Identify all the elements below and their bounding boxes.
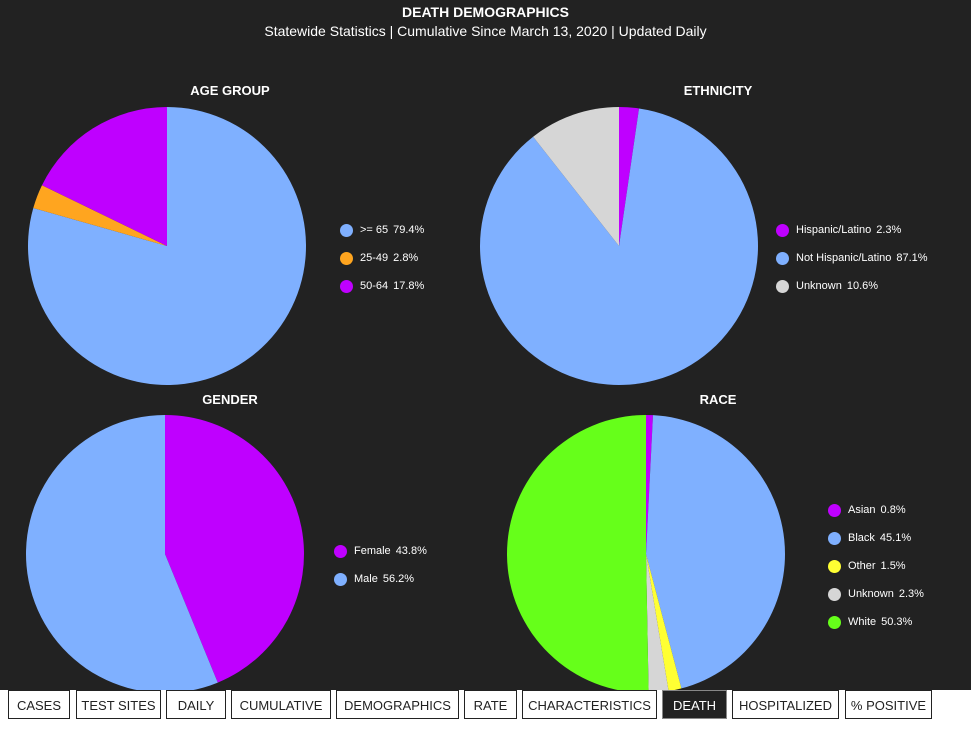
- pie-slice-gender-female: [165, 415, 304, 683]
- legend-label: Asian: [848, 504, 876, 516]
- race-title: RACE: [699, 392, 737, 407]
- tab-characteristics[interactable]: CHARACTERISTICS: [522, 690, 657, 719]
- legend-item-65: >= 65 79.4%: [340, 216, 424, 244]
- tab-cumulative[interactable]: CUMULATIVE: [231, 690, 331, 719]
- gender-legend: Female 43.8% Male 56.2%: [334, 537, 427, 593]
- legend-swatch: [776, 279, 789, 293]
- legend-value: 56.2%: [382, 573, 415, 585]
- legend-item-unknown: Unknown 10.6%: [776, 272, 928, 300]
- age-group-title: AGE GROUP: [190, 83, 270, 98]
- page-header: DEATH DEMOGRAPHICS Statewide Statistics …: [0, 4, 971, 40]
- pie-slice-ethnicity-hispanic-latino: [619, 107, 640, 246]
- page-title: DEATH DEMOGRAPHICS: [402, 4, 569, 20]
- legend-value: 87.1%: [896, 252, 928, 264]
- page-subtitle: Statewide Statistics | Cumulative Since …: [264, 23, 707, 39]
- legend-value: 79.4%: [393, 224, 425, 236]
- legend-swatch: [776, 251, 789, 265]
- legend-label: Unknown: [796, 280, 842, 292]
- pie-slice-race-unknown: [646, 554, 669, 693]
- race-legend: Asian 0.8% Black 45.1% Other 1.5% Unknown 2.3% W…: [828, 496, 924, 636]
- legend-swatch: [334, 544, 347, 558]
- ethnicity-legend: Hispanic/Latino 2.3% Not Hispanic/Latino 87…: [776, 216, 928, 300]
- legend-label: 50-64: [360, 280, 389, 292]
- legend-item-50-64: 50-64 17.8%: [340, 272, 424, 300]
- legend-swatch: [828, 559, 841, 573]
- legend-value: 2.3%: [898, 588, 924, 600]
- pie-slice-ethnicity-unknown: [533, 107, 619, 246]
- legend-value: 17.8%: [393, 280, 425, 292]
- legend-item-unknown: Unknown 2.3%: [828, 580, 924, 608]
- pie-slice-age-group-50-64: [41, 107, 168, 246]
- pie-slice-ethnicity-not-hispanic-latino: [480, 108, 758, 386]
- legend-swatch: [776, 223, 789, 237]
- legend-item-other: Other 1.5%: [828, 552, 924, 580]
- pie-slice-race-black: [646, 415, 785, 689]
- legend-item-hispanic-latino: Hispanic/Latino 2.3%: [776, 216, 928, 244]
- legend-item-white: White 50.3%: [828, 608, 924, 636]
- legend-value: 43.8%: [395, 545, 427, 557]
- legend-label: Female: [354, 545, 391, 557]
- tab-cases[interactable]: CASES: [8, 690, 70, 719]
- ethnicity-title: ETHNICITY: [683, 83, 753, 98]
- legend-label: Not Hispanic/Latino: [796, 252, 892, 264]
- tab-death[interactable]: DEATH: [662, 690, 727, 719]
- legend-label: 25-49: [360, 252, 389, 264]
- pie-slice-race-asian: [646, 415, 653, 554]
- legend-value: 50.3%: [881, 616, 913, 628]
- race-pie: [507, 415, 785, 693]
- legend-item-25-49: 25-49 2.8%: [340, 244, 424, 272]
- legend-value: 0.8%: [880, 504, 906, 516]
- legend-item-black: Black 45.1%: [828, 524, 924, 552]
- gender-title: GENDER: [202, 392, 258, 407]
- legend-label: White: [848, 616, 877, 628]
- pie-slice-race-other: [646, 554, 682, 692]
- tab-demographics[interactable]: DEMOGRAPHICS: [336, 690, 459, 719]
- tab-rate[interactable]: RATE: [464, 690, 517, 719]
- tab-test-sites[interactable]: TEST SITES: [76, 690, 161, 719]
- legend-swatch: [828, 615, 841, 629]
- legend-value: 2.8%: [393, 252, 419, 264]
- legend-swatch: [334, 572, 347, 586]
- tab-daily[interactable]: DAILY: [166, 690, 226, 719]
- legend-label: >= 65: [360, 224, 389, 236]
- legend-value: 10.6%: [846, 280, 879, 292]
- legend-value: 2.3%: [876, 224, 902, 236]
- pie-slice-race-white: [507, 415, 649, 693]
- age-group-legend: >= 65 79.4% 25-49 2.8% 50-64 17.8%: [340, 216, 424, 300]
- legend-item-female: Female 43.8%: [334, 537, 427, 565]
- pie-slice-age-group-25-49: [33, 185, 167, 246]
- tab-hospitalized[interactable]: HOSPITALIZED: [732, 690, 839, 719]
- tab-percent-positive[interactable]: % POSITIVE: [845, 690, 932, 719]
- pie-slice-age-group-65: [28, 107, 307, 385]
- legend-swatch: [828, 531, 841, 545]
- legend-label: Unknown: [848, 588, 894, 600]
- legend-label: Hispanic/Latino: [796, 224, 872, 236]
- legend-value: 1.5%: [880, 560, 906, 572]
- legend-swatch: [340, 251, 353, 265]
- legend-swatch: [340, 279, 353, 293]
- legend-label: Other: [848, 560, 876, 572]
- legend-swatch: [340, 223, 353, 237]
- legend-label: Black: [848, 532, 875, 544]
- legend-item-male: Male 56.2%: [334, 565, 427, 593]
- legend-swatch: [828, 503, 841, 517]
- legend-item-asian: Asian 0.8%: [828, 496, 924, 524]
- ethnicity-pie: [480, 107, 758, 386]
- legend-item-not-hispanic-latino: Not Hispanic/Latino 87.1%: [776, 244, 928, 272]
- legend-swatch: [828, 587, 841, 601]
- pie-slice-gender-male: [26, 415, 218, 693]
- gender-pie: [26, 415, 304, 693]
- tab-bar: CASES TEST SITES DAILY CUMULATIVE DEMOGRAPHI…: [0, 690, 971, 731]
- legend-label: Male: [354, 573, 378, 585]
- age-group-pie: [28, 107, 307, 385]
- legend-value: 45.1%: [879, 532, 912, 544]
